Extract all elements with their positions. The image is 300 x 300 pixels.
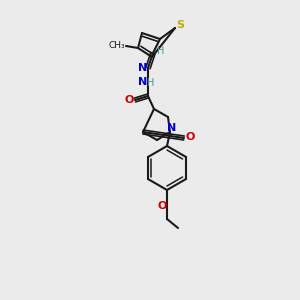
Text: S: S — [176, 20, 184, 30]
Text: N: N — [138, 63, 148, 73]
Text: O: O — [157, 201, 167, 211]
Text: N: N — [167, 123, 177, 133]
Text: CH₃: CH₃ — [109, 40, 125, 50]
Text: O: O — [185, 132, 195, 142]
Text: O: O — [124, 95, 134, 105]
Text: N: N — [138, 77, 148, 87]
Text: H: H — [157, 46, 165, 56]
Text: H: H — [147, 78, 155, 88]
